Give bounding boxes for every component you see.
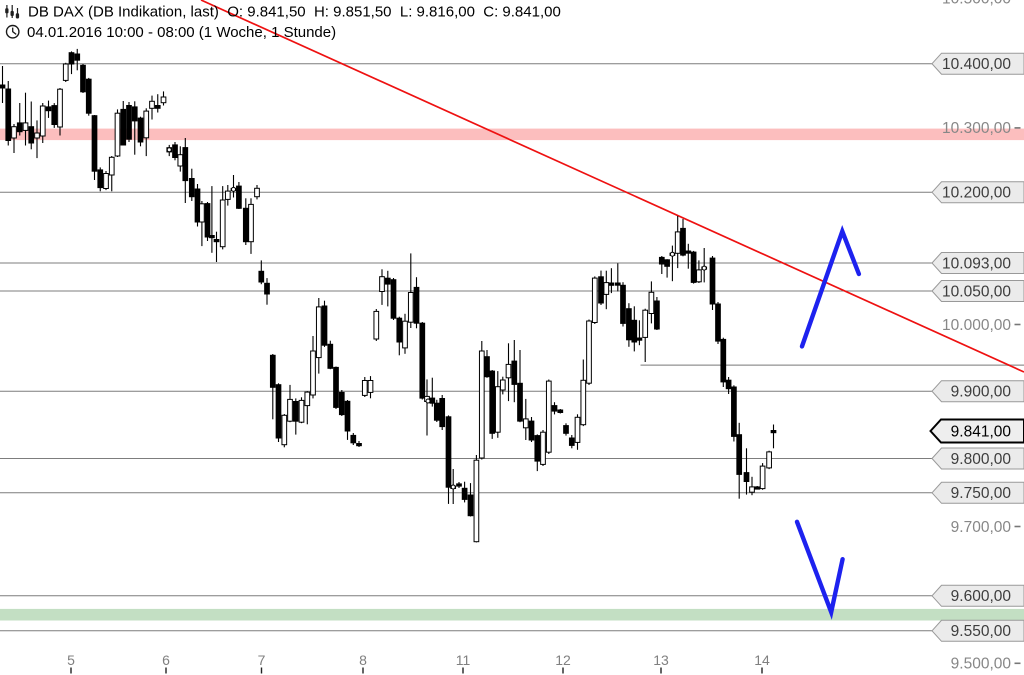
svg-text:9.750,00: 9.750,00 (951, 485, 1012, 502)
svg-text:8: 8 (359, 652, 367, 668)
svg-text:9.550,00: 9.550,00 (951, 623, 1012, 640)
svg-text:9.900,00: 9.900,00 (951, 384, 1012, 401)
svg-text:10.500,00: 10.500,00 (942, 0, 1011, 7)
svg-text:10.000,00: 10.000,00 (942, 317, 1011, 334)
svg-text:6: 6 (162, 652, 170, 668)
svg-text:11: 11 (456, 652, 471, 668)
svg-text:12: 12 (555, 652, 571, 668)
svg-text:7: 7 (258, 652, 266, 668)
svg-text:13: 13 (653, 652, 669, 668)
svg-text:9.800,00: 9.800,00 (951, 451, 1012, 468)
svg-text:9.700,00: 9.700,00 (951, 519, 1012, 536)
svg-text:5: 5 (67, 652, 75, 668)
svg-text:9.841,00: 9.841,00 (951, 423, 1012, 440)
svg-text:10.050,00: 10.050,00 (942, 283, 1011, 300)
svg-text:10.400,00: 10.400,00 (942, 56, 1011, 73)
svg-text:04.01.2016 10:00 - 08:00 (1 Wo: 04.01.2016 10:00 - 08:00 (1 Woche, 1 Stu… (27, 24, 336, 41)
svg-text:10.200,00: 10.200,00 (942, 185, 1011, 202)
svg-text:DB DAX (DB Indikation, last): DB DAX (DB Indikation, last) O: 9.841,50… (28, 3, 561, 20)
svg-text:14: 14 (754, 652, 770, 668)
svg-text:10.300,00: 10.300,00 (942, 120, 1011, 137)
svg-text:9.500,00: 9.500,00 (951, 656, 1012, 673)
svg-text:10.093,00: 10.093,00 (942, 255, 1011, 272)
svg-text:9.600,00: 9.600,00 (951, 588, 1012, 605)
